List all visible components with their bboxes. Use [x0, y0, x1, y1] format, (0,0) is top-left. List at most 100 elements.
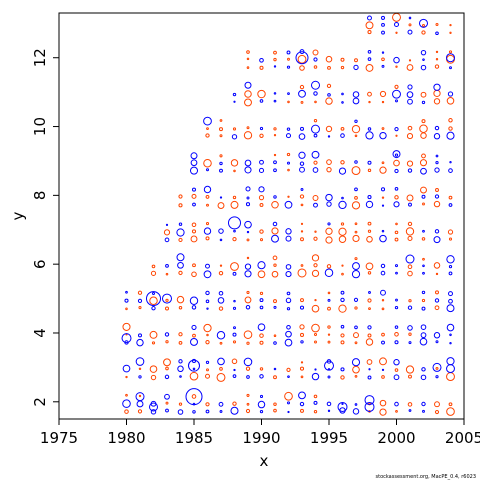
data-point [259, 238, 264, 242]
data-point [354, 160, 358, 164]
data-point [273, 263, 277, 267]
data-point [354, 58, 358, 63]
data-point [434, 229, 440, 234]
data-point [299, 305, 305, 310]
x-tick-label: 1980 [107, 429, 145, 447]
data-point [299, 161, 305, 166]
data-point [285, 235, 292, 242]
data-point [259, 229, 264, 234]
data-point [394, 325, 399, 329]
data-point [259, 65, 264, 70]
data-point [394, 230, 399, 235]
data-point [273, 408, 277, 413]
data-point [341, 101, 344, 104]
data-point [395, 271, 398, 275]
data-point [219, 341, 223, 345]
data-point [338, 304, 347, 313]
data-point [272, 255, 278, 261]
data-point [338, 200, 347, 210]
data-point [434, 194, 440, 199]
data-point [448, 265, 453, 269]
data-point [244, 263, 252, 270]
data-point [311, 323, 320, 333]
data-point [245, 186, 251, 192]
data-point [233, 299, 236, 303]
data-point [341, 272, 344, 276]
data-point [406, 194, 414, 202]
data-point [205, 222, 210, 226]
data-point [434, 409, 440, 415]
data-point [232, 401, 237, 406]
data-point [354, 403, 358, 406]
data-point [367, 57, 372, 61]
data-point [395, 65, 398, 68]
data-point [447, 91, 454, 97]
data-point [435, 188, 439, 192]
data-point [311, 372, 320, 381]
data-point [405, 227, 415, 236]
data-point [394, 187, 399, 191]
data-point [232, 340, 237, 344]
data-point [351, 124, 361, 134]
data-point [178, 237, 183, 243]
data-point [352, 234, 360, 243]
x-axis: 1975 1980 1985 1990 1995 2000 2005 [40, 419, 480, 447]
data-point [231, 134, 238, 140]
data-point [405, 254, 415, 264]
data-point [313, 410, 318, 414]
data-point [340, 290, 345, 295]
data-point [178, 341, 183, 345]
data-point [379, 234, 387, 243]
data-point [287, 57, 290, 61]
data-point [407, 84, 413, 90]
data-point [231, 358, 238, 365]
data-point [406, 64, 414, 71]
data-point [259, 57, 264, 63]
data-point [176, 295, 185, 304]
data-point [189, 166, 199, 175]
data-point [405, 365, 415, 374]
data-point [395, 410, 398, 413]
data-point [178, 270, 183, 276]
y-tick-label: 10 [31, 117, 49, 136]
data-point [271, 227, 279, 235]
data-point [218, 270, 224, 276]
data-point [433, 200, 441, 208]
data-point [138, 394, 142, 398]
data-point [205, 195, 210, 199]
data-point [433, 262, 441, 269]
data-point [407, 270, 413, 277]
data-point [338, 235, 347, 243]
data-point [313, 118, 318, 123]
data-point [395, 31, 398, 34]
data-point [394, 305, 399, 310]
data-point [368, 368, 371, 371]
data-point [354, 134, 358, 138]
data-point [381, 196, 385, 199]
data-point [257, 89, 266, 99]
data-point [178, 402, 183, 406]
data-point [205, 133, 210, 138]
data-point [150, 374, 157, 381]
data-point [177, 409, 184, 415]
data-point [219, 119, 223, 122]
data-point [313, 91, 318, 96]
data-point [393, 201, 400, 208]
data-point [354, 119, 358, 123]
data-point [448, 126, 453, 131]
data-point [232, 92, 237, 97]
data-point [367, 127, 372, 131]
data-point [203, 227, 212, 235]
data-point [286, 127, 291, 131]
data-point [287, 195, 290, 198]
data-point [395, 222, 398, 226]
data-point [297, 54, 307, 64]
data-point [151, 341, 156, 345]
data-point [205, 340, 210, 345]
data-point [285, 297, 292, 304]
data-point [379, 399, 387, 407]
data-point [433, 236, 441, 244]
data-point [325, 193, 333, 202]
data-point [448, 271, 453, 276]
data-point [300, 203, 304, 207]
